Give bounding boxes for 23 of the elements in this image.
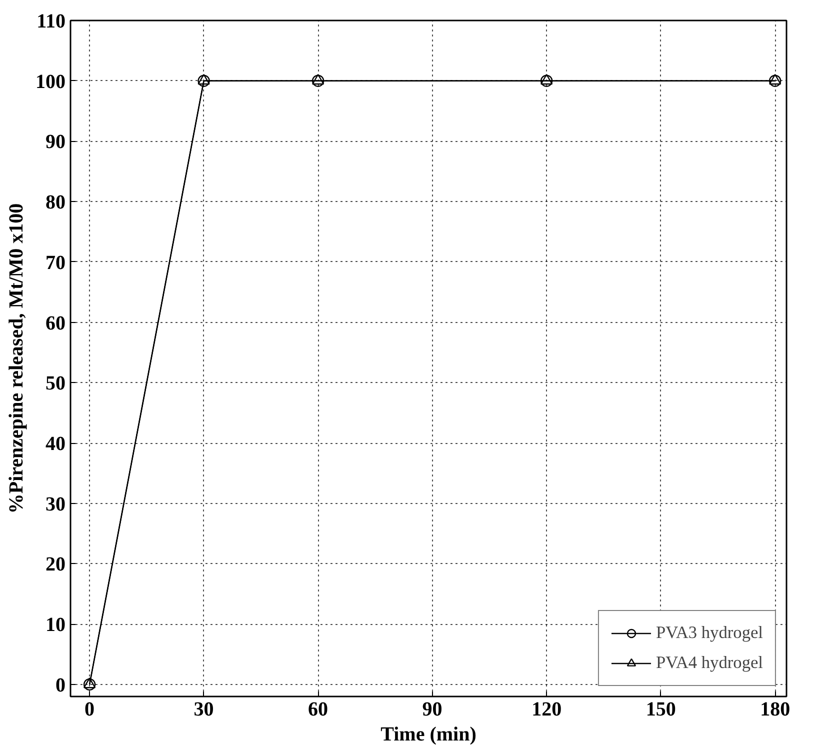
legend-label: PVA3 hydrogel xyxy=(656,623,763,643)
x-tick-label: 60 xyxy=(308,698,328,720)
y-tick-label: 30 xyxy=(46,493,66,516)
y-axis-title: %Pirenzepine released, Mt/M0 x100 xyxy=(6,203,28,514)
y-tick-label: 0 xyxy=(56,674,66,696)
x-axis-title: Time (min) xyxy=(380,724,476,746)
x-tick-label: 180 xyxy=(760,698,790,720)
y-tick-label: 70 xyxy=(46,252,66,274)
x-tick-label: 90 xyxy=(422,698,442,720)
y-tick-label: 80 xyxy=(46,192,66,214)
x-tick-label: 120 xyxy=(532,698,562,720)
y-tick-label: 90 xyxy=(46,131,66,154)
y-tick-label: 40 xyxy=(46,433,66,455)
x-tick-label: 30 xyxy=(194,698,214,720)
y-tick-label: 20 xyxy=(46,554,66,576)
y-tick-label: 10 xyxy=(46,614,66,636)
y-tick-label: 100 xyxy=(36,70,66,93)
y-tick-label: 110 xyxy=(36,10,66,32)
y-tick-label: 50 xyxy=(46,372,66,395)
y-tick-label: 60 xyxy=(46,312,66,334)
legend-label: PVA4 hydrogel xyxy=(656,653,763,673)
x-tick-label: 0 xyxy=(84,698,95,720)
x-tick-label: 150 xyxy=(646,698,676,720)
